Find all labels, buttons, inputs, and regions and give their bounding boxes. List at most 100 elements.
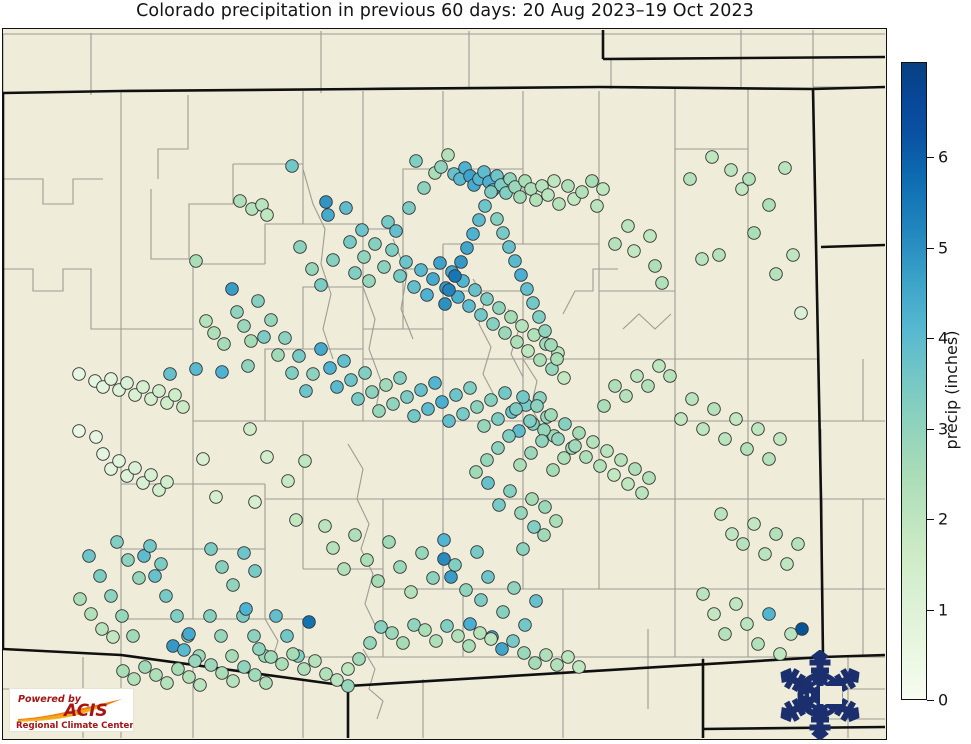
station-marker [73, 592, 87, 606]
station-marker [160, 396, 174, 410]
station-marker [751, 637, 765, 651]
station-marker [225, 282, 239, 296]
station-marker [523, 414, 537, 428]
station-marker [217, 337, 231, 351]
station-marker [507, 581, 521, 595]
station-marker [593, 459, 607, 473]
station-marker [538, 324, 552, 338]
station-marker [154, 557, 168, 571]
station-marker [491, 441, 505, 455]
station-marker [225, 649, 239, 663]
station-marker [326, 253, 340, 267]
station-marker [96, 447, 110, 461]
page-title: Colorado precipitation in previous 60 da… [136, 1, 754, 21]
station-marker [516, 542, 530, 556]
station-marker [551, 432, 565, 446]
station-marker [448, 269, 462, 283]
station-marker [510, 335, 524, 349]
station-marker [525, 492, 539, 506]
station-marker [204, 542, 218, 556]
station-marker [144, 392, 158, 406]
station-marker [152, 384, 166, 398]
station-marker [138, 660, 152, 674]
station-marker [393, 371, 407, 385]
station-marker [502, 429, 516, 443]
colorado-map [3, 30, 885, 738]
station-marker [794, 306, 808, 320]
colorbar-tick-label: 1 [938, 600, 949, 619]
station-marker [442, 283, 456, 297]
station-marker [696, 587, 710, 601]
station-marker [299, 384, 313, 398]
station-marker [561, 650, 575, 664]
colorbar-axis-label: precip (inches) [942, 330, 961, 450]
station-marker [348, 528, 362, 542]
station-marker [725, 527, 739, 541]
station-marker [480, 292, 494, 306]
station-marker [459, 583, 473, 597]
station-marker [435, 395, 449, 409]
station-marker [170, 609, 184, 623]
station-marker [379, 378, 393, 392]
station-marker [714, 507, 728, 521]
colorbar-tick [927, 428, 934, 430]
station-marker [429, 634, 443, 648]
station-marker [539, 648, 553, 662]
station-marker [348, 266, 362, 280]
station-marker [426, 571, 440, 585]
station-marker [641, 379, 655, 393]
station-marker [496, 605, 510, 619]
station-marker [344, 373, 358, 387]
station-marker [635, 486, 649, 500]
station-marker [557, 451, 571, 465]
colorbar-tick-label: 3 [938, 419, 949, 438]
station-marker [614, 453, 628, 467]
station-marker [549, 514, 563, 528]
station-marker [289, 513, 303, 527]
station-marker [444, 570, 458, 584]
station-marker [189, 362, 203, 376]
station-marker [546, 463, 560, 477]
station-marker [568, 439, 582, 453]
station-marker [486, 317, 500, 331]
station-marker [596, 182, 610, 196]
colorbar-tick-label: 6 [938, 147, 949, 167]
station-marker [127, 672, 141, 686]
station-marker [516, 390, 530, 404]
station-marker [515, 319, 529, 333]
station-marker [621, 219, 635, 233]
station-marker [561, 179, 575, 193]
station-marker [780, 557, 794, 571]
station-marker [521, 344, 535, 358]
station-marker [278, 331, 292, 345]
station-marker [712, 248, 726, 262]
station-marker [495, 642, 509, 656]
station-marker [362, 274, 376, 288]
colorbar-tick [927, 247, 934, 249]
station-marker [572, 426, 586, 440]
station-marker [762, 607, 776, 621]
station-marker [547, 174, 561, 188]
colorbar-tick [927, 338, 934, 339]
station-marker [490, 212, 504, 226]
station-marker [204, 658, 218, 672]
station-marker [695, 252, 709, 266]
station-marker [718, 432, 732, 446]
station-marker [729, 412, 743, 426]
station-marker [237, 546, 251, 560]
station-marker [168, 388, 182, 402]
station-marker [514, 506, 528, 520]
station-marker [477, 419, 491, 433]
station-marker [104, 589, 118, 603]
station-marker [597, 399, 611, 413]
station-marker [358, 366, 372, 380]
station-marker [148, 569, 162, 583]
station-marker [409, 154, 423, 168]
station-marker [460, 241, 474, 255]
station-marker [95, 622, 109, 636]
station-marker [740, 442, 754, 456]
station-marker [203, 609, 217, 623]
station-marker [163, 367, 177, 381]
station-marker [389, 224, 403, 238]
station-marker [463, 617, 477, 631]
